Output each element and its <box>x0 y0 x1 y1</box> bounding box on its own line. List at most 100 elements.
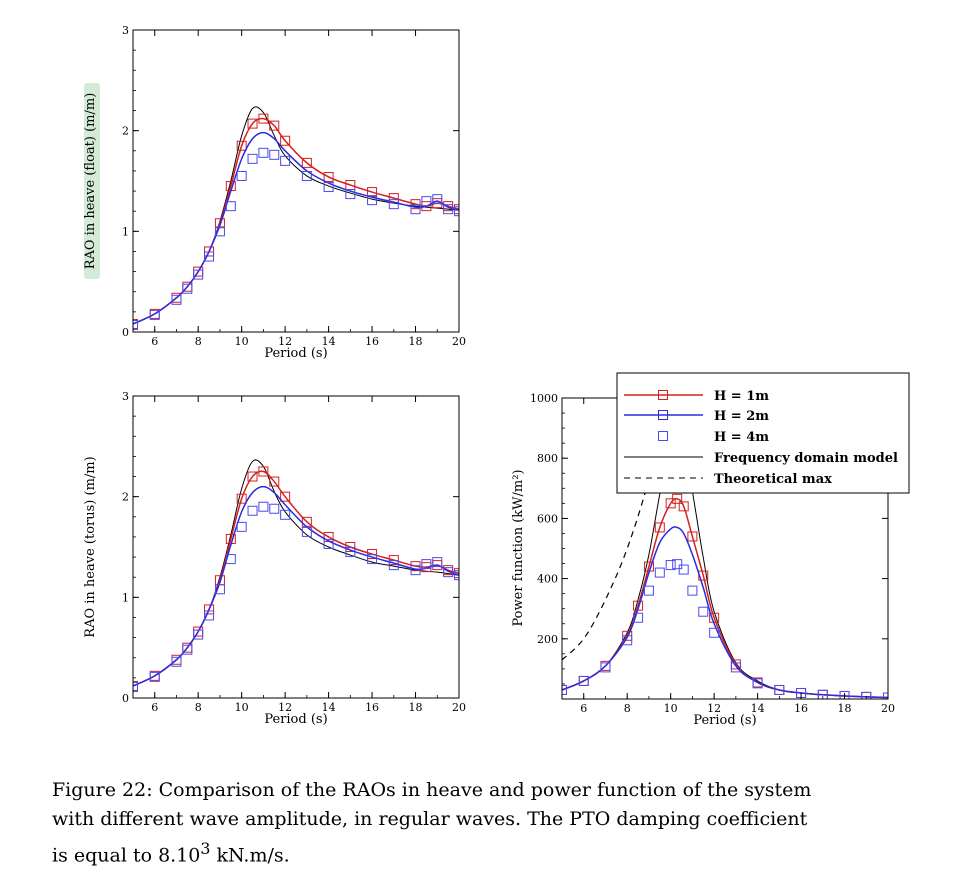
power-series-h2-line <box>562 526 888 699</box>
power-xtick-label: 14 <box>751 702 765 715</box>
power-series-h4-point <box>600 662 611 673</box>
figure-caption: Figure 22: Comparison of the RAOs in hea… <box>52 776 932 870</box>
power-xtick-label: 8 <box>624 702 631 715</box>
float-series-h4-point <box>247 153 258 164</box>
float-series-h1-point <box>236 140 247 151</box>
power-series-h4-point <box>578 675 589 686</box>
torus-plot-frame <box>132 395 460 699</box>
float-series-h4-point <box>345 189 356 200</box>
float-series-h4-point <box>388 199 399 210</box>
caption-line-2: with different wave amplitude, in regula… <box>52 808 808 830</box>
torus-series-freq-line <box>133 459 459 687</box>
power-series-h4-point <box>839 690 850 699</box>
float-xlabel: Period (s) <box>264 346 327 361</box>
float-ytick-label: 3 <box>122 24 129 37</box>
torus-ylabel: RAO in heave (torus) (m/m) <box>83 456 98 637</box>
legend-marker-h1 <box>658 390 668 400</box>
float-series-h4-point <box>410 204 421 215</box>
torus-series-h1-point <box>269 476 280 487</box>
power-xtick-label: 20 <box>881 702 895 715</box>
torus-series-h4-point <box>225 554 236 565</box>
caption-line-1: Figure 22: Comparison of the RAOs in hea… <box>52 779 812 801</box>
torus-series-h4-point <box>193 629 204 640</box>
power-series-h1-point <box>678 501 689 512</box>
power-series-h4-point <box>861 691 872 699</box>
float-series-h1-point <box>269 120 280 131</box>
float-series-h4-point <box>323 182 334 193</box>
power-series-h4-point <box>698 606 709 617</box>
power-series-h4-point <box>633 612 644 623</box>
float-series-h4-point <box>280 155 291 166</box>
float-series-h4-point <box>193 269 204 280</box>
torus-series-h1-point <box>367 549 378 560</box>
torus-series-h4-point <box>443 567 454 578</box>
float-series-h4-point <box>367 195 378 206</box>
power-ylabel: Power function (kW/m²) <box>511 469 526 626</box>
float-series-h1-point <box>421 201 432 212</box>
torus-series-h4-point <box>301 526 312 537</box>
torus-series-h4-point <box>149 671 160 682</box>
float-series-h4-point <box>443 204 454 215</box>
power-series-h1-point <box>672 493 683 504</box>
legend-label-h1: H = 1m <box>714 389 769 404</box>
float-xtick-label: 20 <box>452 335 466 348</box>
caption-line-3-post: kN.m/s. <box>210 844 290 867</box>
torus-series-h4-point <box>204 610 215 621</box>
torus-series-h4-point <box>280 509 291 520</box>
float-series-h4-point <box>454 206 459 217</box>
float-series-h4-point <box>182 283 193 294</box>
float-series-h1-point <box>323 171 334 182</box>
power-xtick-label: 12 <box>707 702 721 715</box>
float-ytick-label: 0 <box>122 326 129 339</box>
float-series-h2-line <box>133 131 459 325</box>
float-plot-frame <box>132 29 460 333</box>
power-xtick-label: 16 <box>794 702 808 715</box>
float-series-h4-point <box>225 201 236 212</box>
power-series-h4-point <box>643 585 654 596</box>
power-series-h4-point <box>678 564 689 575</box>
torus-series-h4-point <box>269 503 280 514</box>
float-series-h4-point <box>421 196 432 207</box>
float-series-h1-point <box>204 246 215 257</box>
float-xtick-label: 18 <box>409 335 423 348</box>
torus-ytick-label: 2 <box>122 491 129 504</box>
torus-series-h4-point <box>367 554 378 565</box>
power-ytick-label: 1000 <box>530 392 558 405</box>
power-ytick-label: 200 <box>537 633 558 646</box>
torus-series-h4-point <box>258 501 269 512</box>
torus-xtick-label: 8 <box>195 701 202 714</box>
torus-xtick-label: 10 <box>235 701 249 714</box>
chart-float <box>133 106 459 330</box>
float-series-freq-line <box>133 106 459 325</box>
power-xtick-label: 10 <box>664 702 678 715</box>
float-xtick-label: 14 <box>322 335 336 348</box>
torus-series-h1-point <box>258 466 269 477</box>
torus-ytick-label: 1 <box>122 591 129 604</box>
torus-series-h4-point <box>214 584 225 595</box>
power-series-h4-point <box>654 567 665 578</box>
torus-series-h4-point <box>236 521 247 532</box>
power-series-h4-point <box>774 684 785 695</box>
legend-marker-h2 <box>658 410 668 420</box>
float-xtick-label: 16 <box>365 335 379 348</box>
torus-xtick-label: 20 <box>452 701 466 714</box>
float-series-h1-point <box>410 199 421 210</box>
power-series-h4-point <box>730 662 741 673</box>
torus-xtick-label: 6 <box>151 701 158 714</box>
torus-series-h1-point <box>388 555 399 566</box>
torus-ytick-label: 3 <box>122 390 129 403</box>
legend-label-h2: H = 2m <box>714 409 769 424</box>
caption-line-3-pre: is equal to 8.10 <box>52 844 201 867</box>
power-series-h4-point <box>752 678 763 689</box>
power-series-h1-point <box>687 531 698 542</box>
power-xtick-label: 18 <box>838 702 852 715</box>
float-xtick-label: 10 <box>235 335 249 348</box>
float-xtick-label: 12 <box>278 335 292 348</box>
power-series-h1-line <box>562 497 888 699</box>
caption-superscript: 3 <box>200 839 211 858</box>
power-series-h4-point <box>709 627 720 638</box>
torus-series-h4-point <box>432 557 443 568</box>
float-xtick-label: 8 <box>195 335 202 348</box>
